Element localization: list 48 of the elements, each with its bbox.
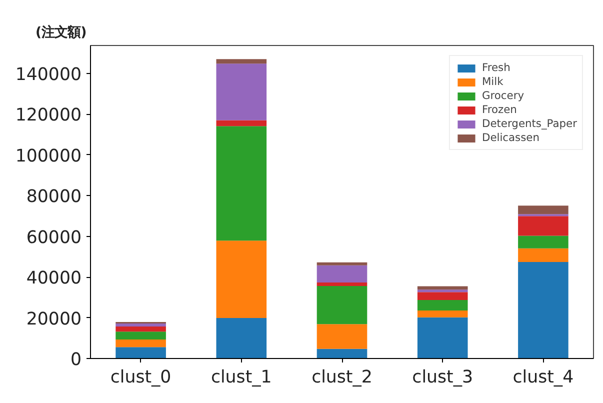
y-tick-label: 80000: [26, 187, 82, 208]
bar: [316, 265, 368, 283]
legend-label: Delicassen: [482, 131, 540, 144]
x-tick-label: clust_1: [210, 368, 272, 388]
bar: [216, 240, 267, 318]
bar: [417, 310, 468, 318]
y-tick-label: 0: [70, 350, 82, 370]
bar: [417, 292, 468, 300]
y-axis-title: (注文額): [36, 24, 87, 40]
legend-label: Milk: [482, 75, 504, 88]
bar: [116, 323, 166, 327]
bar: [518, 248, 568, 262]
bar: [216, 126, 267, 241]
x-tick-label: clust_4: [512, 368, 574, 388]
y-tick-label: 60000: [26, 228, 82, 248]
bar: [518, 216, 568, 236]
bar: [316, 282, 368, 286]
x-tick-label: clust_3: [412, 368, 474, 388]
bar: [518, 206, 568, 214]
bar: [417, 286, 468, 290]
bar: [216, 120, 267, 126]
bar: [417, 317, 468, 358]
bar: [316, 286, 368, 324]
y-tick-label: 40000: [26, 268, 82, 289]
bar: [417, 300, 468, 310]
bar: [316, 262, 368, 266]
y-tick-label: 20000: [26, 309, 82, 330]
bar: [216, 318, 267, 358]
bar: [316, 324, 368, 349]
bar: [518, 262, 568, 358]
legend-label: Grocery: [482, 89, 524, 102]
bar: [116, 326, 166, 332]
legend-label: Fresh: [482, 61, 510, 74]
bar: [216, 64, 267, 120]
bar: [316, 348, 368, 358]
bar: [216, 59, 267, 64]
bar: [518, 236, 568, 248]
y-tick-label: 120000: [15, 106, 82, 126]
y-tick-label: 100000: [15, 146, 82, 166]
x-tick-label: clust_0: [110, 368, 172, 388]
y-tick-label: 140000: [15, 64, 82, 85]
bar: [417, 290, 468, 292]
legend-label: Frozen: [482, 103, 517, 116]
bar: [116, 340, 166, 348]
bar: [116, 347, 166, 358]
bar: [116, 332, 166, 340]
x-tick-label: clust_2: [312, 368, 372, 388]
legend-label: Detergents_Paper: [482, 117, 577, 130]
